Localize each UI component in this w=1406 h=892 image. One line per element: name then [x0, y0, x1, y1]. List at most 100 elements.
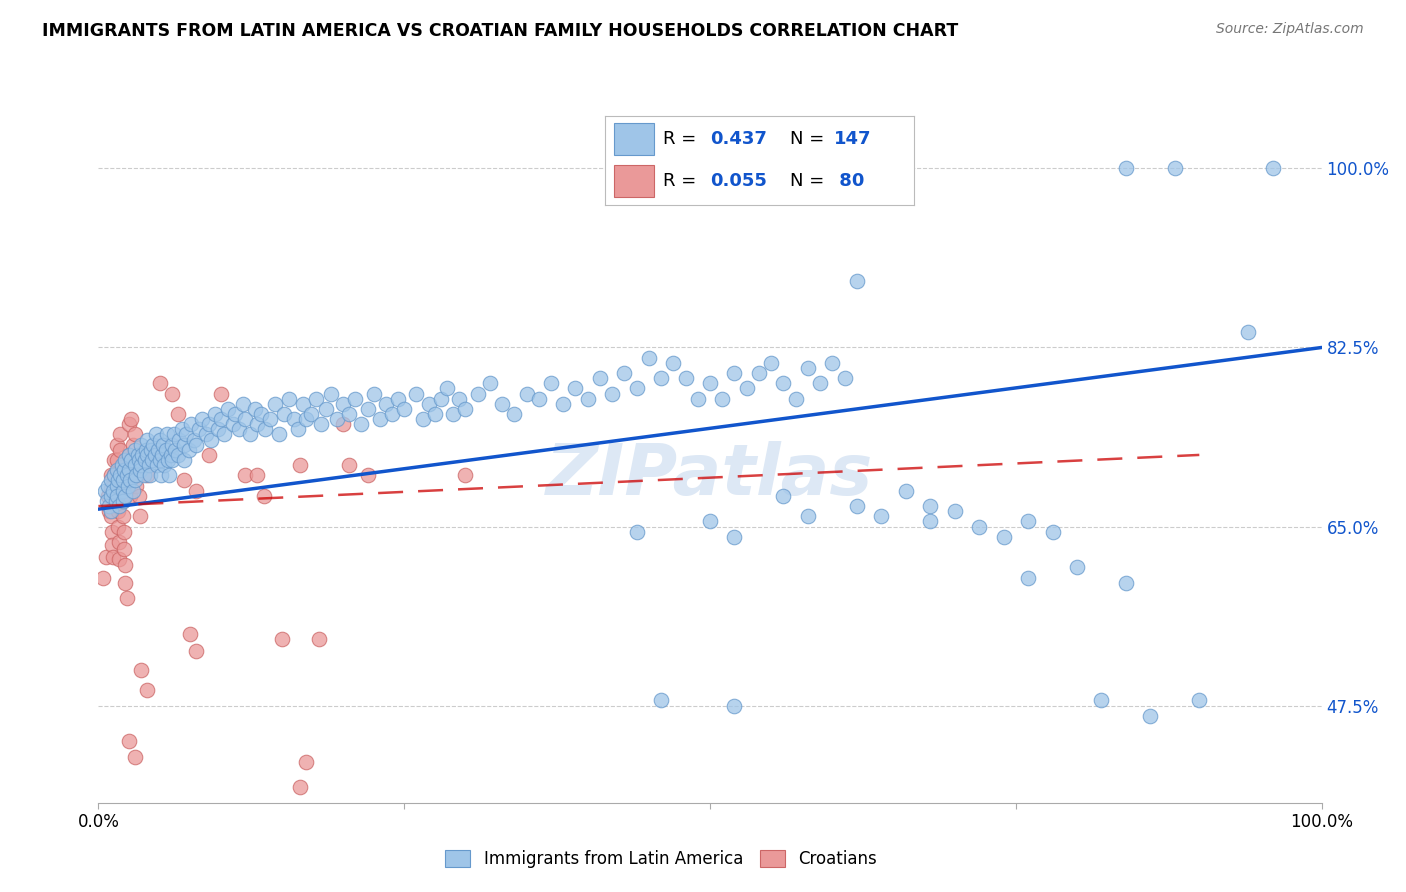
Point — [246, 468, 269, 483]
Point — [153, 458, 176, 472]
Point — [135, 442, 157, 457]
Point — [1042, 524, 1064, 539]
Point — [315, 401, 337, 416]
Point — [291, 397, 314, 411]
Point — [103, 468, 125, 483]
Point — [350, 417, 373, 432]
Point — [105, 489, 128, 503]
Point — [111, 460, 134, 475]
Point — [845, 274, 868, 288]
Point — [111, 483, 134, 498]
Point — [107, 504, 129, 518]
Point — [100, 489, 122, 503]
Point — [100, 468, 122, 483]
Point — [107, 519, 129, 533]
Point — [638, 351, 661, 365]
Point — [118, 448, 141, 462]
Point — [120, 489, 142, 503]
Text: ZIPatlas: ZIPatlas — [547, 442, 873, 510]
Point — [143, 448, 166, 462]
Point — [124, 458, 146, 472]
Point — [176, 427, 198, 442]
Point — [305, 392, 328, 406]
Point — [120, 468, 142, 483]
Point — [110, 442, 132, 457]
Point — [111, 458, 134, 472]
Point — [1066, 560, 1088, 574]
Point — [204, 407, 226, 421]
Point — [662, 356, 685, 370]
Point — [173, 474, 195, 488]
Point — [129, 509, 152, 524]
Point — [675, 371, 697, 385]
Point — [160, 453, 183, 467]
Point — [118, 448, 141, 462]
Point — [337, 458, 360, 472]
Point — [699, 515, 721, 529]
Point — [149, 468, 172, 483]
Point — [454, 468, 477, 483]
Text: R =: R = — [664, 172, 703, 190]
Point — [723, 530, 745, 544]
Point — [117, 478, 139, 492]
Point — [920, 499, 942, 513]
Point — [467, 386, 489, 401]
Point — [163, 427, 186, 442]
Point — [207, 422, 229, 436]
Legend: Immigrants from Latin America, Croatians: Immigrants from Latin America, Croatians — [439, 843, 883, 874]
Point — [308, 632, 330, 646]
Point — [772, 489, 794, 503]
Point — [110, 427, 132, 442]
Point — [104, 483, 127, 498]
Point — [128, 489, 150, 503]
Point — [152, 438, 174, 452]
Point — [699, 376, 721, 391]
Point — [1017, 571, 1039, 585]
Point — [412, 412, 434, 426]
Point — [103, 468, 125, 483]
Point — [124, 442, 146, 457]
Point — [124, 427, 146, 442]
Point — [290, 780, 312, 795]
Point — [110, 468, 132, 483]
Point — [136, 448, 159, 462]
Point — [967, 519, 990, 533]
Bar — [614, 165, 654, 197]
Point — [120, 474, 142, 488]
Point — [91, 571, 114, 585]
Point — [136, 683, 159, 698]
Point — [1115, 161, 1137, 176]
Point — [104, 494, 127, 508]
Point — [273, 407, 295, 421]
Point — [259, 412, 281, 426]
Point — [613, 366, 636, 380]
Point — [228, 422, 250, 436]
Point — [149, 433, 172, 447]
Point — [478, 376, 501, 391]
Point — [115, 591, 138, 606]
Point — [100, 481, 122, 495]
Point — [374, 397, 396, 411]
Point — [626, 381, 648, 395]
Point — [600, 386, 623, 401]
Text: N =: N = — [790, 130, 830, 148]
Point — [98, 504, 121, 518]
Point — [111, 474, 134, 488]
Point — [101, 538, 124, 552]
Point — [576, 392, 599, 406]
Point — [356, 468, 378, 483]
Point — [209, 386, 232, 401]
Text: 147: 147 — [834, 130, 870, 148]
Point — [283, 412, 305, 426]
Point — [156, 427, 179, 442]
Point — [149, 453, 172, 467]
Point — [186, 438, 208, 452]
Text: Source: ZipAtlas.com: Source: ZipAtlas.com — [1216, 22, 1364, 37]
Point — [114, 558, 136, 573]
Point — [650, 693, 672, 707]
Point — [191, 412, 214, 426]
Point — [252, 489, 274, 503]
Point — [120, 412, 142, 426]
Point — [589, 371, 612, 385]
Point — [125, 468, 148, 483]
